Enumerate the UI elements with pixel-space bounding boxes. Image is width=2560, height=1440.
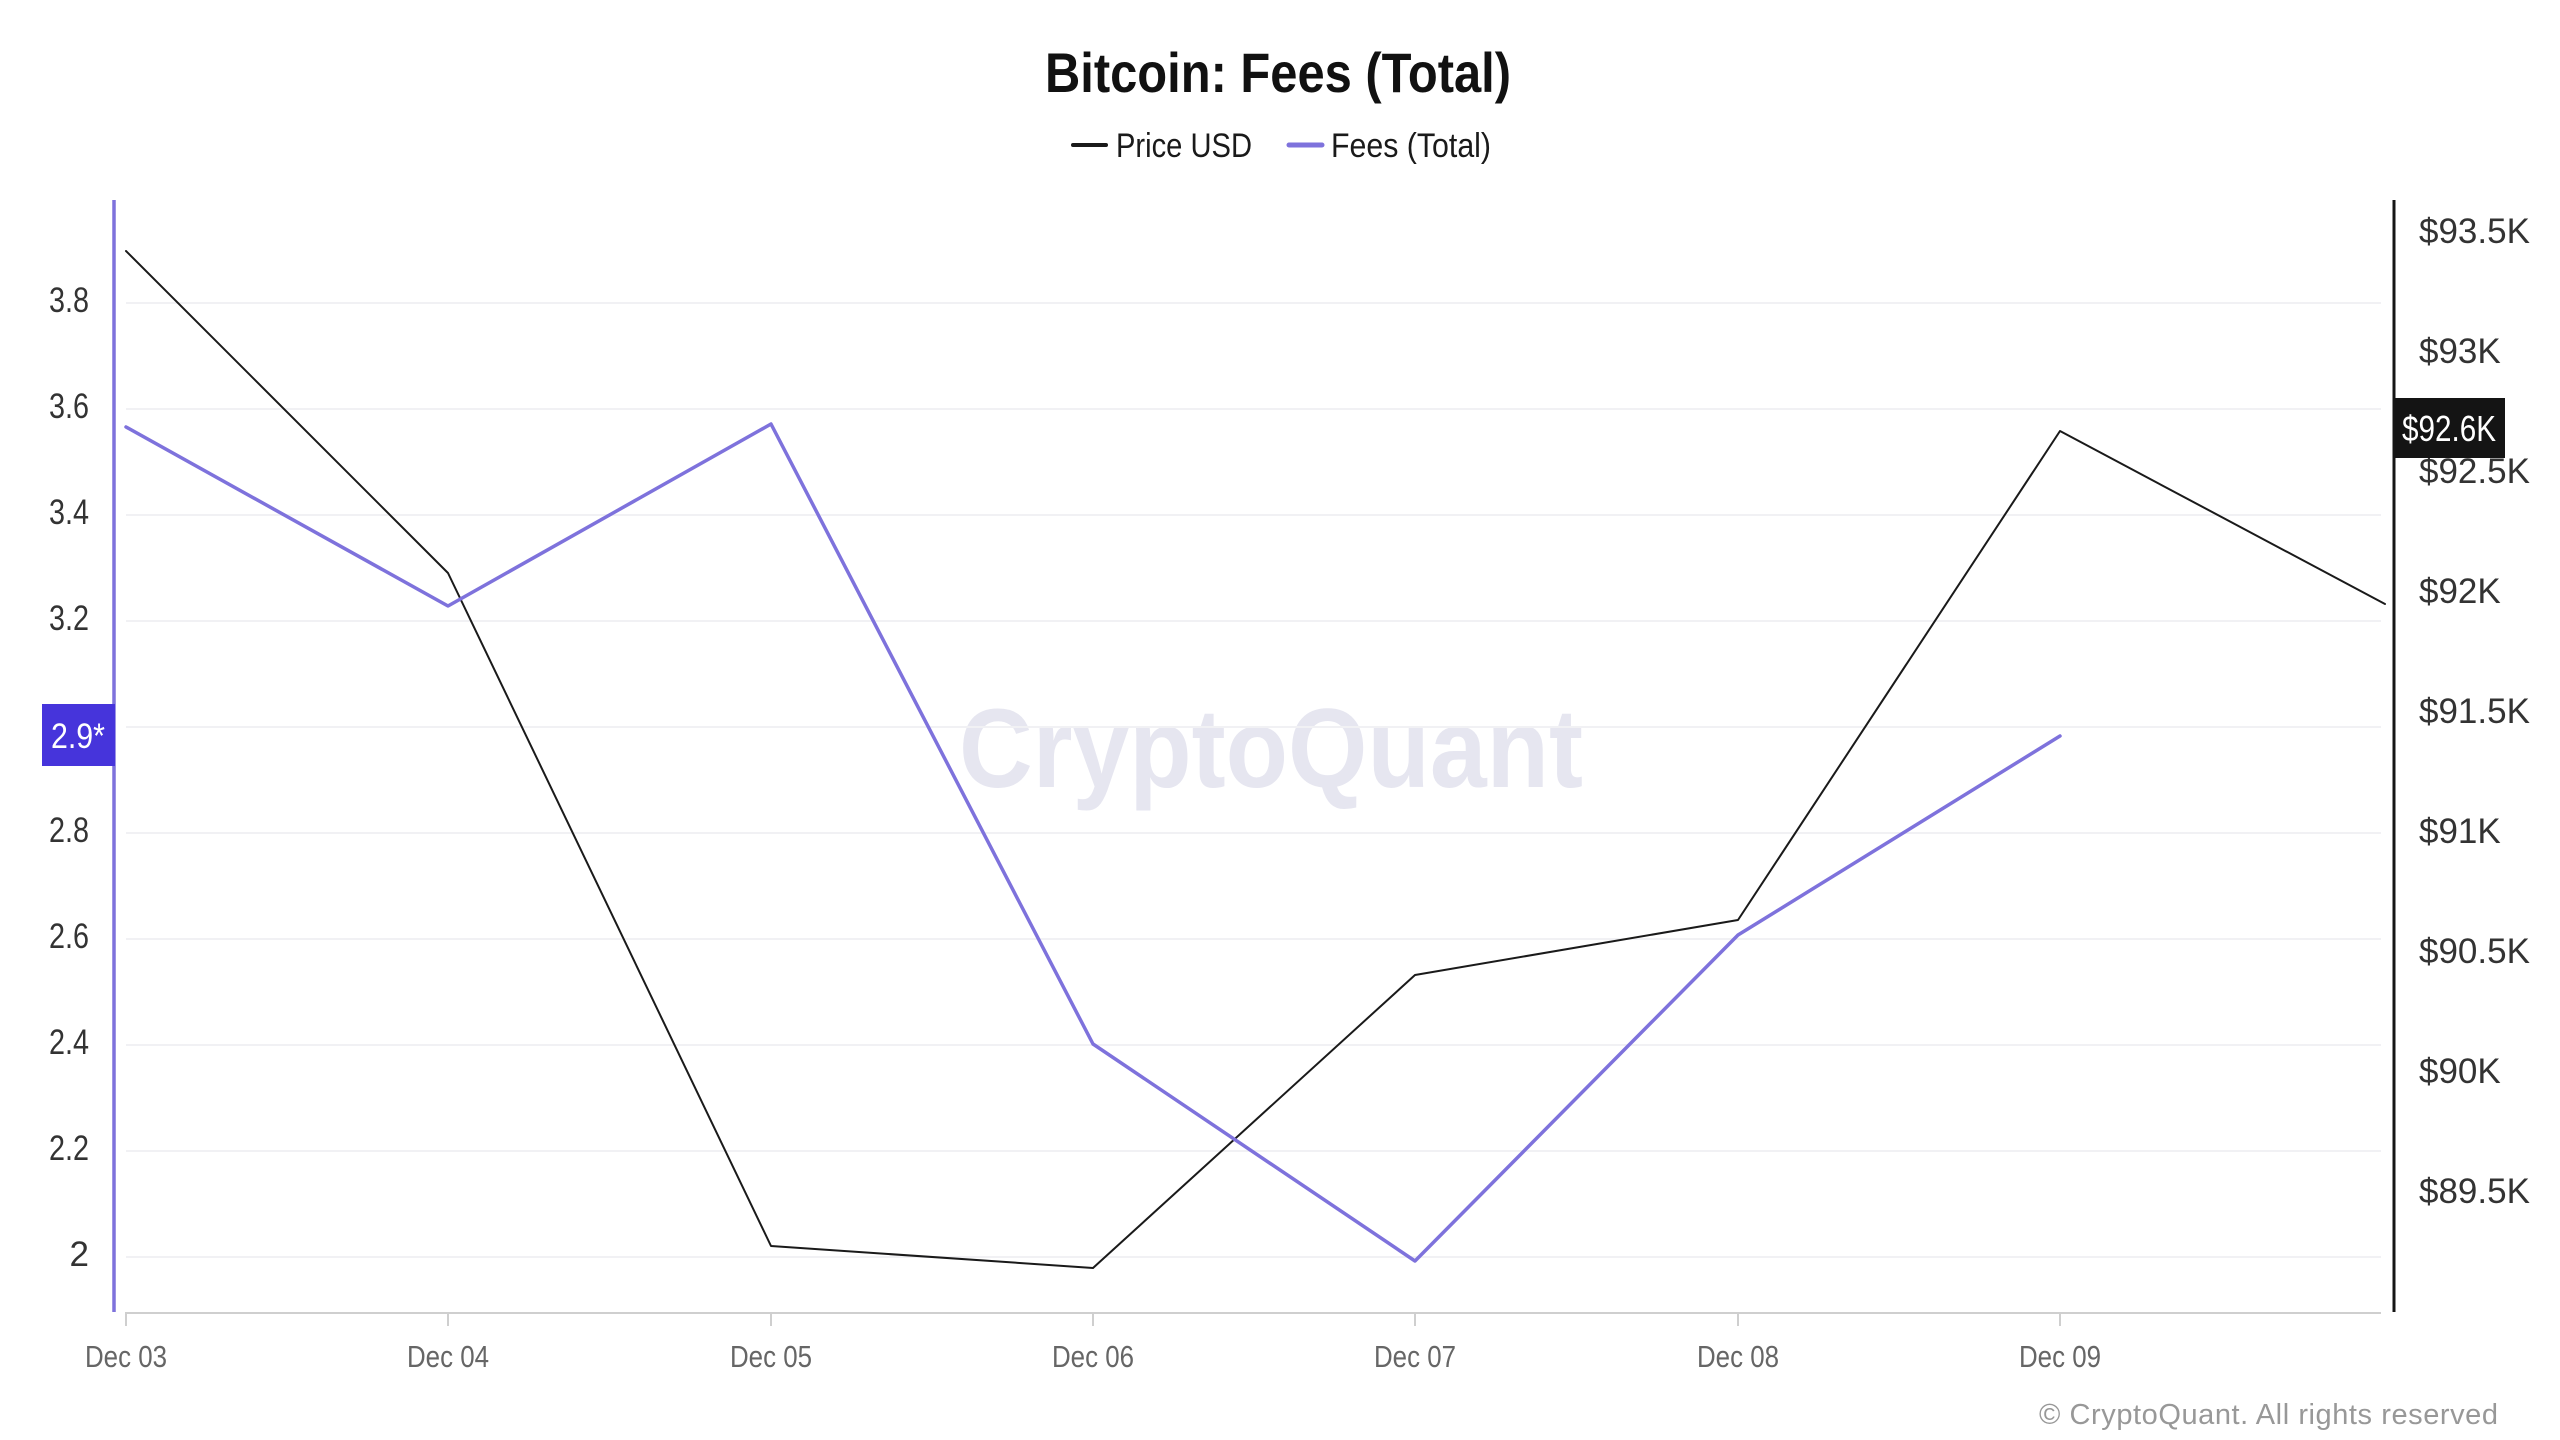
svg-text:$92.5K: $92.5K <box>2419 452 2530 491</box>
svg-text:$91.5K: $91.5K <box>2419 692 2530 731</box>
svg-text:Dec 05: Dec 05 <box>730 1339 812 1374</box>
svg-text:CryptoQuant: CryptoQuant <box>959 686 1583 811</box>
svg-text:Dec 07: Dec 07 <box>1374 1339 1456 1374</box>
svg-text:$92.6K: $92.6K <box>2402 408 2496 449</box>
svg-text:2: 2 <box>70 1235 89 1274</box>
svg-text:3.4: 3.4 <box>49 493 89 532</box>
svg-text:$93K: $93K <box>2419 332 2501 371</box>
svg-text:Dec 09: Dec 09 <box>2019 1339 2101 1374</box>
svg-text:2.9*: 2.9* <box>51 717 105 756</box>
svg-text:$90K: $90K <box>2419 1052 2501 1091</box>
svg-text:Dec 06: Dec 06 <box>1052 1339 1134 1374</box>
svg-text:$93.5K: $93.5K <box>2419 212 2530 251</box>
svg-text:3.8: 3.8 <box>49 281 89 320</box>
svg-text:$90.5K: $90.5K <box>2419 932 2530 971</box>
svg-text:$89.5K: $89.5K <box>2419 1172 2530 1211</box>
svg-text:Fees (Total): Fees (Total) <box>1331 127 1491 165</box>
svg-text:3.2: 3.2 <box>49 599 89 638</box>
svg-text:$92K: $92K <box>2419 572 2501 611</box>
svg-text:© CryptoQuant. All rights rese: © CryptoQuant. All rights reserved <box>2039 1399 2498 1431</box>
svg-text:2.6: 2.6 <box>49 917 89 956</box>
svg-text:2.4: 2.4 <box>49 1023 89 1062</box>
svg-text:Dec 03: Dec 03 <box>85 1339 167 1374</box>
svg-text:Bitcoin: Fees (Total): Bitcoin: Fees (Total) <box>1045 41 1511 104</box>
svg-text:2.8: 2.8 <box>49 811 89 850</box>
svg-text:Dec 04: Dec 04 <box>407 1339 489 1374</box>
svg-text:3.6: 3.6 <box>49 387 89 426</box>
svg-text:Price USD: Price USD <box>1116 127 1252 165</box>
svg-text:Dec 08: Dec 08 <box>1697 1339 1779 1374</box>
svg-text:$91K: $91K <box>2419 812 2501 851</box>
svg-text:2.2: 2.2 <box>49 1129 89 1168</box>
